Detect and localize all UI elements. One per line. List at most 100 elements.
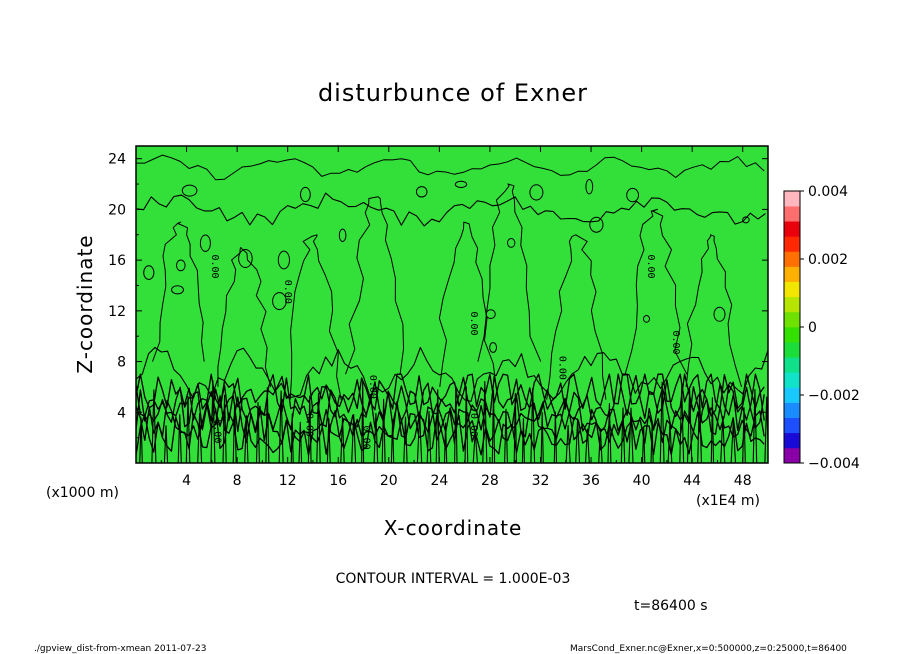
x-tick-label: 20: [380, 473, 398, 489]
contour-lines: [136, 154, 768, 463]
colorbar-swatch: [784, 372, 800, 388]
x-tick-label: 16: [329, 473, 347, 489]
contour-loop: [338, 228, 347, 243]
y-axis: 4 8 12 16 20 24: [108, 152, 768, 439]
contour-line: [403, 416, 408, 463]
contour-loop: [507, 238, 516, 248]
plot-frame: [135, 145, 769, 464]
colorbar-swatch: [784, 311, 800, 328]
contour-line: [139, 417, 143, 463]
contour-loop: [238, 249, 253, 268]
contour-line: [222, 394, 227, 463]
contour-loop: [742, 216, 750, 224]
chart-title: disturbunce of Exner: [318, 79, 588, 107]
contour-value-label: 0.00: [468, 413, 479, 437]
contour-line: [177, 414, 182, 463]
contour-line: [136, 373, 765, 411]
x-tick-label: 36: [582, 473, 600, 489]
x-tick-label: 44: [683, 473, 701, 489]
y-tick-label: 16: [108, 253, 126, 269]
contour-line: [151, 389, 157, 463]
colorbar-swatch: [784, 221, 800, 237]
contour-line: [438, 221, 497, 387]
colorbar-tick-label: 0.002: [808, 252, 848, 268]
colorbar-swatch: [784, 281, 800, 298]
contour-line: [136, 192, 766, 227]
contour-line: [730, 422, 737, 463]
contour-loop: [489, 342, 498, 353]
contour-line: [255, 401, 260, 463]
x-tick-label: 4: [182, 473, 191, 489]
y-tick-label: 12: [108, 304, 126, 320]
contour-loop: [529, 184, 544, 201]
contour-loop: [454, 180, 468, 188]
contour-line: [373, 412, 379, 463]
contour-line: [553, 411, 558, 463]
contour-value-label: 0.00: [211, 419, 222, 443]
colorbar-tick-label: 0.004: [808, 184, 848, 200]
y-tick-label: 24: [108, 152, 126, 168]
contour-line: [217, 246, 272, 388]
contour-line: [464, 386, 469, 463]
contour-line: [546, 234, 607, 400]
x-axis-label: X-coordinate: [384, 516, 523, 540]
colorbar-swatch: [784, 417, 800, 434]
contour-line: [185, 396, 191, 463]
x-unit-label: (x1E4 m): [696, 493, 760, 509]
contour-line: [210, 380, 216, 463]
contour-line: [163, 425, 169, 463]
contour-line: [326, 418, 331, 463]
colorbar-swatch: [784, 327, 800, 343]
footer-data-info: MarsCond_Exner.nc@Exner,x=0:500000,z=0:2…: [570, 644, 847, 654]
contour-line: [361, 380, 365, 463]
colorbar-swatch: [784, 296, 800, 313]
z-unit-label: (x1000 m): [46, 485, 119, 501]
contour-line: [482, 381, 488, 463]
contour-line: [136, 373, 765, 422]
x-tick-label: 12: [279, 473, 297, 489]
contour-value-label: 0.00: [304, 413, 315, 437]
contour-line: [540, 412, 544, 463]
contour-line: [513, 392, 517, 463]
contour-line: [667, 421, 673, 463]
contour-loop: [415, 186, 428, 198]
contour-loop: [485, 309, 496, 320]
colorbar-swatch: [784, 432, 800, 449]
contour-line: [584, 428, 590, 463]
y-tick-label: 4: [117, 405, 126, 421]
time-label: t=86400 s: [634, 598, 708, 614]
contour-line: [710, 397, 715, 463]
contour-line: [197, 412, 203, 463]
contour-line: [232, 402, 237, 463]
colorbar: 0.004 0.002 0 −0.002 −0.004: [783, 184, 860, 472]
colorbar-swatch: [784, 342, 800, 358]
contour-loop: [143, 265, 155, 280]
colorbar-swatch: [784, 191, 800, 207]
colorbar-tick-label: −0.004: [808, 456, 860, 472]
x-tick-label: 32: [532, 473, 550, 489]
contour-loop: [176, 259, 186, 272]
contour-line: [290, 413, 294, 463]
contour-line: [435, 389, 440, 463]
x-tick-label: 8: [233, 473, 242, 489]
colorbar-tick-label: −0.002: [808, 388, 860, 404]
contour-line: [381, 398, 386, 463]
x-tick-label: 28: [481, 473, 499, 489]
contour-loop: [589, 216, 604, 233]
x-axis: 4 8 12 16 20 24 28 32 36 40 44 48: [160, 146, 752, 489]
contour-line: [491, 389, 496, 463]
contour-value-label: 0.00: [367, 375, 378, 399]
contour-line: [686, 389, 693, 463]
colorbar-swatch: [784, 447, 800, 464]
contour-value-label: 0.00: [556, 356, 567, 380]
contour-line: [351, 414, 357, 463]
contour-loop: [272, 292, 287, 311]
contour-line: [340, 417, 345, 463]
contour-line: [641, 426, 646, 463]
contour-line: [472, 430, 478, 463]
colorbar-swatch: [784, 236, 800, 252]
contour-value-label: 0.00: [209, 254, 220, 278]
contour-value-label: 0.00: [468, 311, 479, 335]
contour-loop: [643, 315, 650, 323]
